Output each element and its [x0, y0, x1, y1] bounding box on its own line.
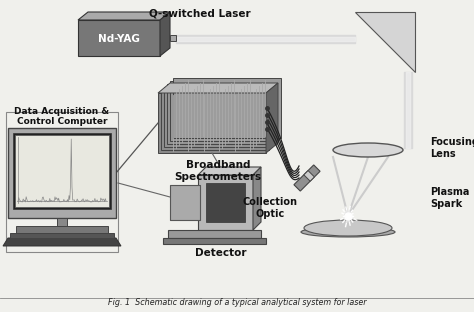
Polygon shape [3, 238, 121, 246]
FancyBboxPatch shape [15, 135, 109, 207]
FancyBboxPatch shape [10, 233, 114, 238]
Polygon shape [253, 167, 261, 230]
FancyBboxPatch shape [8, 128, 116, 218]
Text: Broadband
Spectrometers: Broadband Spectrometers [174, 160, 262, 182]
FancyBboxPatch shape [78, 20, 160, 56]
Ellipse shape [301, 227, 395, 237]
FancyBboxPatch shape [161, 90, 269, 150]
Polygon shape [304, 171, 314, 181]
Polygon shape [266, 83, 278, 153]
FancyBboxPatch shape [173, 78, 281, 138]
Text: Q-switched Laser: Q-switched Laser [149, 8, 251, 18]
Text: Nd-YAG: Nd-YAG [98, 34, 140, 44]
FancyBboxPatch shape [168, 230, 261, 238]
Polygon shape [78, 12, 170, 20]
FancyBboxPatch shape [170, 185, 200, 220]
FancyBboxPatch shape [13, 133, 111, 209]
Ellipse shape [304, 220, 392, 236]
Ellipse shape [333, 143, 403, 157]
Text: Focusing
Lens: Focusing Lens [430, 137, 474, 159]
FancyBboxPatch shape [198, 175, 253, 230]
FancyBboxPatch shape [206, 183, 245, 222]
Polygon shape [198, 167, 261, 175]
FancyBboxPatch shape [164, 87, 272, 147]
Polygon shape [158, 83, 278, 93]
Text: Fig. 1  Schematic drawing of a typical analytical system for laser: Fig. 1 Schematic drawing of a typical an… [108, 298, 366, 307]
FancyBboxPatch shape [57, 218, 67, 226]
Text: Plasma
Spark: Plasma Spark [430, 187, 469, 209]
FancyBboxPatch shape [158, 93, 266, 153]
Text: Detector: Detector [195, 248, 246, 258]
FancyBboxPatch shape [163, 238, 266, 244]
Text: Collection
Optic: Collection Optic [243, 197, 298, 219]
Polygon shape [294, 165, 320, 191]
FancyBboxPatch shape [167, 84, 275, 144]
Polygon shape [160, 12, 170, 56]
FancyBboxPatch shape [170, 35, 176, 41]
FancyBboxPatch shape [170, 81, 278, 141]
Polygon shape [355, 12, 415, 72]
FancyBboxPatch shape [16, 226, 108, 233]
Text: Data Acquisition &
Control Computer: Data Acquisition & Control Computer [14, 107, 109, 126]
